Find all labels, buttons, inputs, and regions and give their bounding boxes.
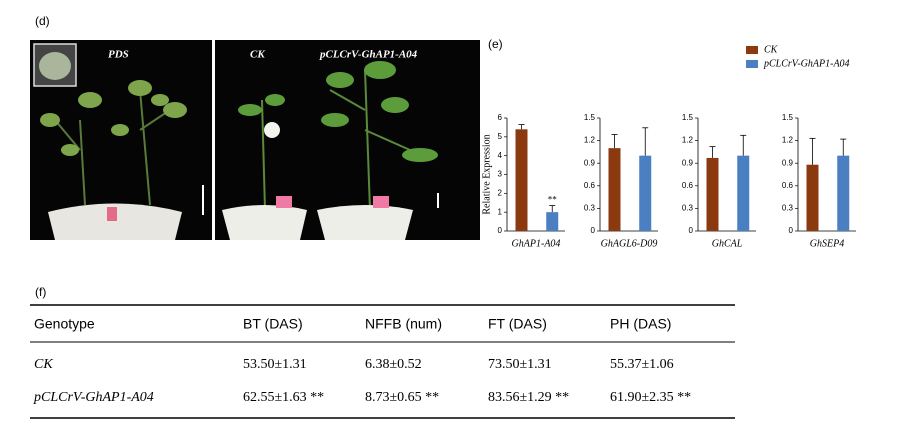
annotation: **	[548, 195, 558, 205]
table-cell: 73.50±1.31	[488, 357, 552, 372]
table-header: FT (DAS)	[488, 316, 547, 332]
photo-label: PDS	[108, 49, 129, 61]
y-tick-label: 0.3	[584, 204, 596, 213]
x-category-label: GhAP1-A04	[512, 238, 561, 249]
legend-label: CK	[764, 44, 779, 55]
x-category-label: GhAGL6-D09	[601, 238, 658, 249]
y-tick-label: 0.6	[782, 181, 794, 190]
legend-swatch	[746, 60, 758, 68]
table-header: PH (DAS)	[610, 316, 671, 332]
legend-swatch	[746, 46, 758, 54]
y-tick-label: 0.3	[782, 204, 794, 213]
y-tick-label: 3	[498, 170, 503, 179]
bar	[837, 155, 850, 231]
y-tick-label: 0	[789, 226, 794, 235]
table-cell: 53.50±1.31	[243, 357, 307, 372]
table-cell: 8.73±0.65 **	[365, 390, 439, 405]
table-cell: 6.38±0.52	[365, 357, 422, 372]
y-tick-label: 0.9	[782, 158, 794, 167]
y-tick-label: 1.2	[682, 136, 694, 145]
y-tick-label: 2	[498, 188, 503, 197]
legend-label: pCLCrV-GhAP1-A04	[763, 58, 850, 69]
table-header: Genotype	[34, 316, 95, 332]
table-cell: 55.37±1.06	[610, 357, 674, 372]
bar	[515, 129, 528, 231]
photo-label: CK	[250, 49, 265, 61]
y-tick-label: 0.3	[682, 204, 694, 213]
y-tick-label: 5	[498, 132, 503, 141]
panel-label: (e)	[488, 37, 503, 51]
table: Genotype BT (DAS) NFFB (num) FT (DAS) PH (DA…	[30, 304, 735, 419]
y-tick-label: 1.2	[584, 136, 596, 145]
y-axis-label: Relative Expression	[481, 134, 492, 214]
y-tick-label: 0	[591, 226, 596, 235]
bar	[546, 212, 559, 231]
bar	[737, 155, 750, 231]
y-tick-label: 4	[498, 151, 503, 160]
panel-label: (d)	[35, 14, 50, 28]
y-tick-label: 0	[498, 226, 503, 235]
table-header: BT (DAS)	[243, 316, 303, 332]
table-header: NFFB (num)	[365, 316, 442, 332]
y-tick-label: 1.2	[782, 136, 794, 145]
y-tick-label: 0.9	[682, 158, 694, 167]
y-tick-label: 0.6	[682, 181, 694, 190]
y-tick-label: 0	[689, 226, 694, 235]
table-cell: CK	[34, 357, 53, 372]
photo-label: pCLCrV-GhAP1-A04	[319, 49, 418, 61]
table-cell: 61.90±2.35 **	[610, 390, 691, 405]
table-cell: 83.56±1.29 **	[488, 390, 569, 405]
table-cell: 62.55±1.63 **	[243, 390, 324, 405]
y-tick-label: 1.5	[682, 113, 694, 122]
table-cell: pCLCrV-GhAP1-A04	[33, 390, 154, 405]
panel-label: (f)	[35, 285, 46, 299]
y-tick-label: 1.5	[584, 113, 596, 122]
photo-left	[30, 40, 212, 240]
y-tick-label: 0.6	[584, 181, 596, 190]
bar	[806, 164, 819, 231]
bar	[706, 157, 719, 231]
y-tick-label: 0.9	[584, 158, 596, 167]
x-category-label: GhCAL	[712, 238, 743, 249]
photo-right	[215, 40, 480, 240]
y-tick-label: 1	[498, 207, 503, 216]
bar	[639, 155, 652, 231]
x-category-label: GhSEP4	[810, 238, 844, 249]
bar	[608, 148, 621, 231]
y-tick-label: 6	[498, 113, 503, 122]
y-tick-label: 1.5	[782, 113, 794, 122]
